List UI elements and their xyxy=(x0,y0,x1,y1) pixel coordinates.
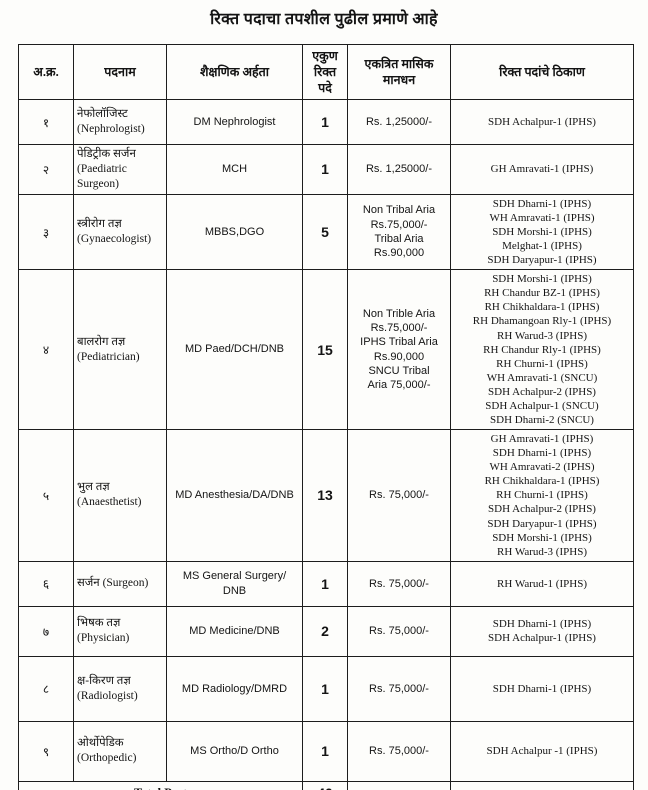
post-name-marathi: नेफोलॉजिस्ट xyxy=(77,108,128,121)
vacancies-cell: 1 xyxy=(302,560,348,607)
vacancies-cell: 2 xyxy=(302,605,348,657)
vacancies-cell: 13 xyxy=(302,429,348,562)
post-name-cell: बालरोग तज्ञ (Pediatrician) xyxy=(73,269,167,431)
honorarium-cell: Rs. 75,000/- xyxy=(347,429,451,562)
header-post-name: पदनाम xyxy=(73,44,167,100)
sr-no-cell: १ xyxy=(18,99,74,145)
table-row: ९ ओर्थोपेडिक (Orthopedic) MS Ortho/D Ort… xyxy=(18,720,634,782)
post-name-cell: भुल तज्ञ (Anaesthetist) xyxy=(73,429,167,562)
header-qualification: शैक्षणिक अर्हता xyxy=(166,44,303,100)
locations-cell: SDH Dharni-1 (IPHS) SDH Achalpur-1 (IPHS… xyxy=(450,605,634,657)
table-row: २ पेडिट्रीक सर्जन (Paediatric Surgeon) M… xyxy=(18,144,634,195)
qualification-cell: MD Paed/DCH/DNB xyxy=(166,269,303,431)
vacancies-cell: 1 xyxy=(302,144,348,195)
post-name-marathi: स्त्रीरोग तज्ञ xyxy=(77,218,122,231)
locations-cell: SDH Dharni-1 (IPHS) xyxy=(450,655,634,722)
total-empty-locations xyxy=(450,780,634,790)
honorarium-cell: Rs. 75,000/- xyxy=(347,560,451,607)
table-row: ३ स्त्रीरोग तज्ञ (Gynaecologist) MBBS,DG… xyxy=(18,193,634,271)
sr-no-cell: ८ xyxy=(18,655,74,722)
table-row: १ नेफोलॉजिस्ट (Nephrologist) DM Nephrolo… xyxy=(18,99,634,145)
post-name-english: (Surgeon) xyxy=(102,577,149,590)
sr-no-cell: ४ xyxy=(18,269,74,431)
post-name-english: (Nephrologist) xyxy=(77,123,145,135)
sr-no-cell: ७ xyxy=(18,605,74,657)
header-sr-no: अ.क्र. xyxy=(18,44,74,100)
locations-cell: GH Amravati-1 (IPHS) xyxy=(450,144,634,195)
qualification-cell: MD Medicine/DNB xyxy=(166,605,303,657)
post-name-marathi: भिषक तज्ञ xyxy=(77,617,121,630)
post-name-english: (Orthopedic) xyxy=(77,752,137,765)
total-post-label: Total Post xyxy=(18,780,303,790)
header-locations: रिक्त पदांचे ठिकाण xyxy=(450,44,634,100)
qualification-cell: MS Ortho/D Ortho xyxy=(166,720,303,782)
document-title: रिक्त पदाचा तपशील पुढील प्रमाणे आहे xyxy=(210,11,438,28)
table-body: १ नेफोलॉजिस्ट (Nephrologist) DM Nephrolo… xyxy=(18,99,634,782)
qualification-cell: MD Radiology/DMRD xyxy=(166,655,303,722)
table-footer: Total Post 40 xyxy=(18,780,634,790)
total-empty-honorarium xyxy=(347,780,451,790)
post-name-cell: ओर्थोपेडिक (Orthopedic) xyxy=(73,720,167,782)
total-post-value: 40 xyxy=(302,780,348,790)
post-name-marathi: सर्जन xyxy=(77,577,100,590)
table-header: अ.क्र. पदनाम शैक्षणिक अर्हता एकुण रिक्त … xyxy=(18,44,634,100)
post-name-cell: सर्जन (Surgeon) xyxy=(73,560,167,607)
qualification-cell: DM Nephrologist xyxy=(166,99,303,145)
locations-cell: SDH Achalpur -1 (IPHS) xyxy=(450,720,634,782)
post-name-marathi: बालरोग तज्ञ xyxy=(77,335,126,348)
honorarium-cell: Rs. 1,25000/- xyxy=(347,99,451,145)
honorarium-cell: Non Tribal Aria Rs.75,000/- Tribal Aria … xyxy=(347,193,451,271)
post-name-english: (Gynaecologist) xyxy=(77,233,152,245)
qualification-cell: MD Anesthesia/DA/DNB xyxy=(166,429,303,562)
sr-no-cell: २ xyxy=(18,144,74,195)
vacancies-cell: 15 xyxy=(302,269,348,431)
sr-no-cell: ६ xyxy=(18,560,74,607)
locations-cell: RH Warud-1 (IPHS) xyxy=(450,560,634,607)
table-row: ८ क्ष-किरण तज्ञ (Radiologist) MD Radiolo… xyxy=(18,655,634,722)
sr-no-cell: ५ xyxy=(18,429,74,562)
post-name-marathi: ओर्थोपेडिक xyxy=(77,737,124,750)
post-name-english: (Anaesthetist) xyxy=(77,496,142,509)
honorarium-cell: Rs. 75,000/- xyxy=(347,655,451,722)
header-vacancies: एकुण रिक्त पदे xyxy=(302,44,348,100)
post-name-cell: पेडिट्रीक सर्जन (Paediatric Surgeon) xyxy=(73,144,167,195)
vacancies-cell: 5 xyxy=(302,193,348,271)
locations-cell: SDH Dharni-1 (IPHS) WH Amravati-1 (IPHS)… xyxy=(450,193,634,271)
post-name-cell: क्ष-किरण तज्ञ (Radiologist) xyxy=(73,655,167,722)
honorarium-cell: Rs. 75,000/- xyxy=(347,720,451,782)
vacancies-cell: 1 xyxy=(302,655,348,722)
post-name-cell: भिषक तज्ञ (Physician) xyxy=(73,605,167,657)
honorarium-cell: Non Trible Aria Rs.75,000/- IPHS Tribal … xyxy=(347,269,451,431)
qualification-cell: MBBS,DGO xyxy=(166,193,303,271)
table-row: ६ सर्जन (Surgeon) MS General Surgery/ DN… xyxy=(18,560,634,607)
sr-no-cell: ९ xyxy=(18,720,74,782)
qualification-cell: MCH xyxy=(166,144,303,195)
locations-cell: GH Amravati-1 (IPHS) SDH Dharni-1 (IPHS)… xyxy=(450,429,634,562)
post-name-marathi: भुल तज्ञ xyxy=(77,481,110,494)
sr-no-cell: ३ xyxy=(18,193,74,271)
qualification-cell: MS General Surgery/ DNB xyxy=(166,560,303,607)
total-row: Total Post 40 xyxy=(18,780,634,790)
honorarium-cell: Rs. 1,25000/- xyxy=(347,144,451,195)
table-row: ७ भिषक तज्ञ (Physician) MD Medicine/DNB … xyxy=(18,605,634,657)
post-name-marathi: पेडिट्रीक सर्जन xyxy=(77,148,136,160)
vacancy-table: अ.क्र. पदनाम शैक्षणिक अर्हता एकुण रिक्त … xyxy=(18,44,634,790)
honorarium-cell: Rs. 75,000/- xyxy=(347,605,451,657)
post-name-english: (Radiologist) xyxy=(77,689,138,702)
locations-cell: SDH Achalpur-1 (IPHS) xyxy=(450,99,634,145)
post-name-cell: नेफोलॉजिस्ट (Nephrologist) xyxy=(73,99,167,145)
table-row: ५ भुल तज्ञ (Anaesthetist) MD Anesthesia/… xyxy=(18,429,634,562)
header-row: अ.क्र. पदनाम शैक्षणिक अर्हता एकुण रिक्त … xyxy=(18,44,634,100)
vacancies-cell: 1 xyxy=(302,99,348,145)
header-honorarium: एकत्रित मासिक मानधन xyxy=(347,44,451,100)
post-name-marathi: क्ष-किरण तज्ञ xyxy=(77,674,131,687)
post-name-english: (Pediatrician) xyxy=(77,350,140,363)
vacancies-cell: 1 xyxy=(302,720,348,782)
locations-cell: SDH Morshi-1 (IPHS) RH Chandur BZ-1 (IPH… xyxy=(450,269,634,431)
table-row: ४ बालरोग तज्ञ (Pediatrician) MD Paed/DCH… xyxy=(18,269,634,431)
post-name-english: (Paediatric Surgeon) xyxy=(77,162,127,190)
post-name-english: (Physician) xyxy=(77,632,130,645)
post-name-cell: स्त्रीरोग तज्ञ (Gynaecologist) xyxy=(73,193,167,271)
